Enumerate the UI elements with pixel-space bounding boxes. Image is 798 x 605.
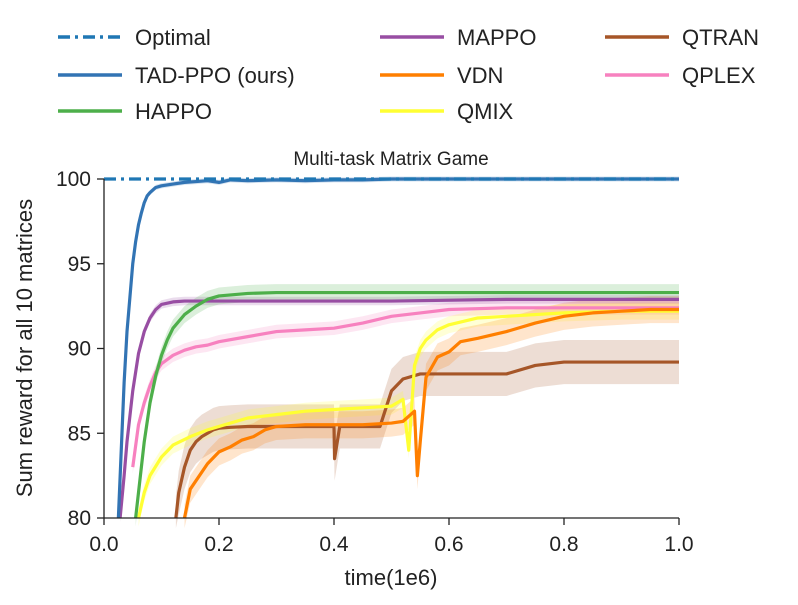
x-ticks: 0.0 0.2 0.4 0.6 0.8 1.0	[89, 518, 694, 556]
y-tick-label: 80	[68, 507, 91, 530]
x-tick-label: 0.4	[319, 533, 349, 556]
qmix-line	[136, 309, 679, 519]
tad-ppo-ours-line	[116, 177, 679, 519]
series-lines	[104, 177, 679, 519]
qplex-line	[131, 306, 679, 468]
x-axis-label: time(1e6)	[345, 565, 438, 590]
happo-band	[135, 284, 679, 527]
legend-label-qtran: QTRAN	[682, 25, 759, 50]
legend-label-vdn: VDN	[457, 63, 503, 88]
y-tick-label: 85	[68, 422, 91, 445]
qmix-band	[138, 302, 679, 527]
x-tick-label: 0.8	[549, 533, 578, 556]
y-ticks: 80 85 90 95 100	[56, 168, 104, 530]
y-axis-label: Sum reward for all 10 matrices	[12, 199, 37, 497]
vdn-line	[182, 307, 679, 519]
legend-label-happo: HAPPO	[135, 99, 212, 124]
y-tick-label: 95	[68, 253, 91, 276]
x-tick-label: 0.6	[434, 533, 463, 556]
mappo-line	[118, 297, 679, 519]
y-tick-label: 90	[68, 338, 91, 361]
confidence-bands	[118, 176, 680, 529]
legend-label-mappo: MAPPO	[457, 25, 536, 50]
legend-label-qplex: QPLEX	[682, 63, 756, 88]
vdn-band	[184, 295, 679, 529]
legend-label-qmix: QMIX	[457, 99, 514, 124]
qtran-line	[174, 360, 679, 519]
x-tick-label: 0.2	[204, 533, 233, 556]
legend: Optimal TAD-PPO (ours) HAPPO MAPPO VDN QMIX QT…	[58, 25, 759, 124]
chart-title: Multi-task Matrix Game	[293, 149, 488, 170]
y-tick-label: 100	[56, 168, 91, 191]
legend-label-optimal: Optimal	[135, 25, 211, 50]
x-tick-label: 1.0	[664, 533, 693, 556]
legend-label-tad-ppo-ours: TAD-PPO (ours)	[135, 63, 295, 88]
x-tick-label: 0.0	[89, 533, 118, 556]
happo-line	[134, 290, 679, 519]
